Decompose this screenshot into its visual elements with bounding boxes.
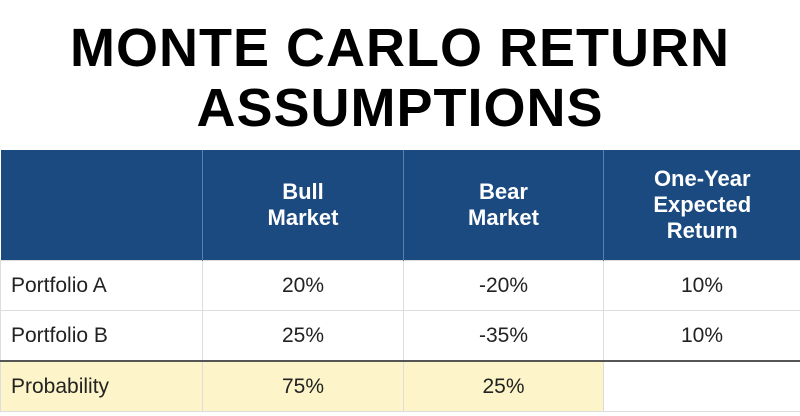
table-row: Portfolio A 20% -20% 10% <box>0 260 800 311</box>
cell: -20% <box>403 260 604 311</box>
cell: 20% <box>202 260 404 311</box>
cell: 10% <box>603 310 800 362</box>
column-header-text: Bull Market <box>267 179 339 230</box>
header-corner <box>0 150 203 261</box>
column-header-text: One-Year Expected Return <box>653 166 752 243</box>
cell: 75% <box>202 360 404 412</box>
header-row: Bull Market Bear Market One-Year Expected … <box>0 150 800 261</box>
title: MONTE CARLO RETURN ASSUMPTIONS <box>70 18 730 138</box>
row-label: Probability <box>0 360 203 412</box>
row-label: Portfolio B <box>0 310 203 362</box>
row-label: Portfolio A <box>0 260 203 311</box>
column-header: Bear Market <box>403 150 604 261</box>
cell: -35% <box>403 310 604 362</box>
table-row: Portfolio B 25% -35% 10% <box>0 310 800 362</box>
cell: 10% <box>603 260 800 311</box>
column-header: One-Year Expected Return <box>603 150 800 261</box>
assumptions-table: Bull Market Bear Market One-Year Expected … <box>0 150 800 412</box>
cell: 25% <box>202 310 404 362</box>
cell: 25% <box>403 360 604 412</box>
empty-cell <box>603 360 800 412</box>
table-row: Probability 75% 25% <box>0 360 800 412</box>
column-header-text: Bear Market <box>468 179 539 230</box>
column-header: Bull Market <box>202 150 404 261</box>
